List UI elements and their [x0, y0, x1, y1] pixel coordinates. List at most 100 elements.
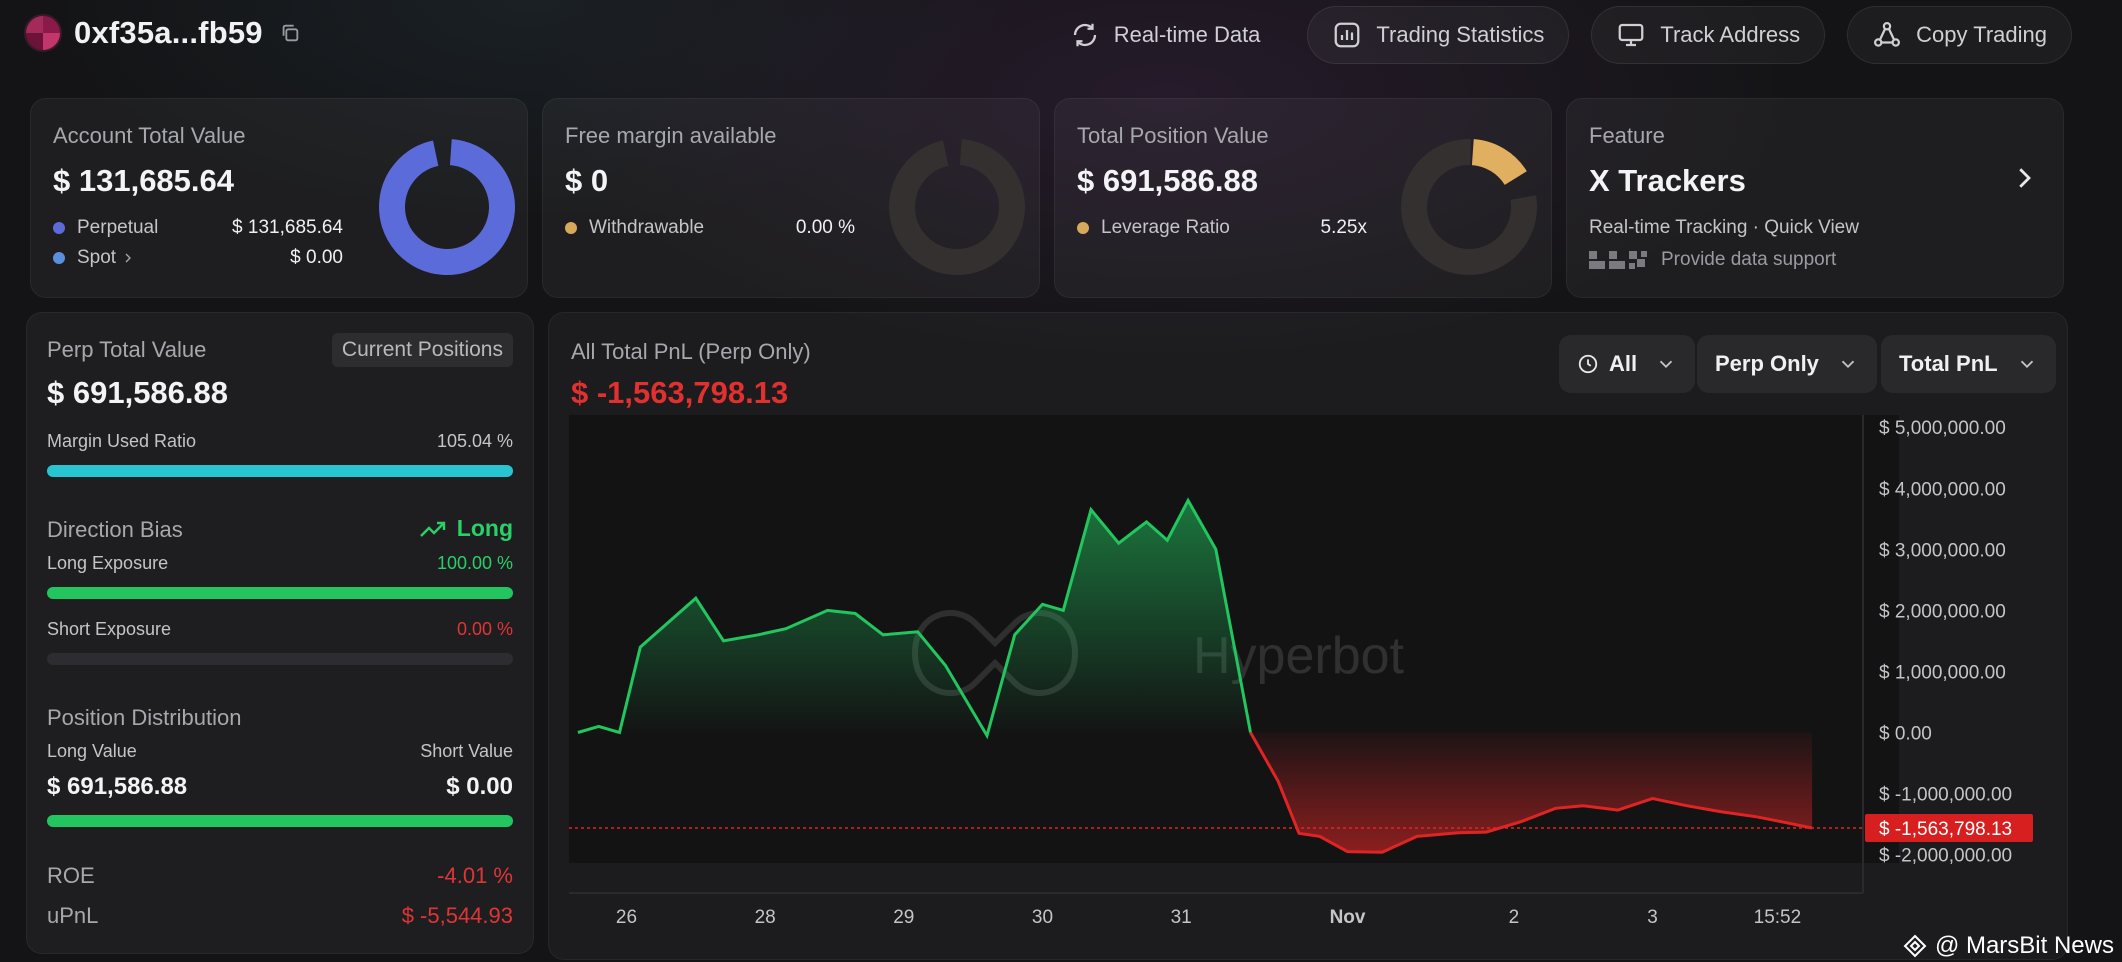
- y-tick-label: $ -1,000,000.00: [1879, 785, 2012, 806]
- row-value: $ 0.00: [290, 247, 343, 268]
- y-tick-label: $ 5,000,000.00: [1879, 418, 2006, 439]
- top-header: 0xf35a...fb59 Real-time Data Trading Sta…: [0, 0, 2122, 70]
- row-label: Leverage Ratio: [1101, 217, 1230, 238]
- avatar: [24, 14, 62, 52]
- chevron-right-icon: [125, 253, 132, 263]
- perp-total-value: $ 691,586.88: [47, 375, 229, 410]
- chart-title: All Total PnL (Perp Only): [571, 339, 811, 364]
- y-axis-labels: $ 5,000,000.00 $ 4,000,000.00 $ 3,000,000.…: [1865, 418, 2033, 867]
- x-tick-label: 30: [1032, 907, 1053, 928]
- withdrawable-row: Withdrawable 0.00 %: [565, 217, 855, 239]
- margin-used-bar: [47, 465, 513, 477]
- x-tick-label: Nov: [1330, 907, 1366, 928]
- margin-used-fill: [47, 465, 513, 477]
- y-tick-label: $ 3,000,000.00: [1879, 540, 2006, 561]
- margin-used-value: 105.04 %: [436, 431, 513, 451]
- y-tick-label: $ 2,000,000.00: [1879, 601, 2006, 622]
- nav-label: Real-time Data: [1113, 22, 1261, 47]
- long-exposure-value: 100.00 %: [436, 553, 513, 573]
- x-tick-label: 26: [616, 907, 637, 928]
- free-margin-card: Free margin available $ 0 Withdrawable 0…: [542, 98, 1040, 298]
- chart-marks: [569, 497, 1863, 854]
- legend-dot: [565, 222, 577, 234]
- position-distribution-label: Position Distribution: [47, 705, 242, 730]
- trending-up-icon: [419, 521, 445, 537]
- free-margin-value: $ 0: [565, 163, 609, 198]
- y-tick-label: $ 1,000,000.00: [1879, 662, 2006, 683]
- roe-value: -4.01 %: [437, 863, 513, 888]
- chevron-down-icon: [2020, 360, 2033, 369]
- negative-line: [1249, 731, 1813, 854]
- support-label: Provide data support: [1661, 249, 1837, 270]
- feature-title: X Trackers: [1589, 163, 1746, 198]
- nav-label: Trading Statistics: [1376, 22, 1545, 47]
- x-axis-labels: 26 28 29 30 31 Nov 2 3 15:52: [616, 907, 1801, 928]
- x-tick-label: 28: [755, 907, 776, 928]
- distribution-fill: [47, 815, 513, 827]
- margin-donut-chart: [889, 139, 1025, 275]
- x-tick-label: 29: [893, 907, 914, 928]
- y-tick-label: $ -2,000,000.00: [1879, 846, 2012, 867]
- footer-watermark: @ MarsBit News: [1903, 932, 2114, 960]
- leverage-row: Leverage Ratio 5.25x: [1077, 217, 1367, 239]
- upnl-label: uPnL: [47, 903, 99, 928]
- copy-trading-button[interactable]: Copy Trading: [1847, 6, 2072, 64]
- row-value: 5.25x: [1320, 217, 1367, 238]
- account-total-card: Account Total Value $ 131,685.64 Perpetu…: [30, 98, 528, 298]
- long-amount: $ 691,586.88: [47, 773, 188, 800]
- row-value: 0.00 %: [795, 217, 855, 238]
- real-time-data-button[interactable]: Real-time Data: [1045, 6, 1286, 64]
- pnl-chart-panel: All Total PnL (Perp Only) $ -1,563,798.1…: [548, 312, 2068, 960]
- perp-title: Perp Total Value: [47, 337, 207, 362]
- perp-summary-panel: Perp Total Value Current Positions $ 691…: [26, 312, 534, 954]
- diamond-logo-icon: [1903, 934, 1927, 958]
- partner-logo-icon: [1589, 251, 1647, 269]
- monitor-icon: [1618, 23, 1644, 47]
- time-range-dropdown[interactable]: All: [1559, 335, 1696, 393]
- upnl-value: $ -5,544.93: [401, 903, 513, 928]
- card-label: Feature: [1589, 123, 1665, 148]
- perpetual-row: Perpetual $ 131,685.64: [53, 217, 343, 239]
- chart-total-pnl: $ -1,563,798.13: [571, 375, 789, 410]
- card-label: Account Total Value: [53, 123, 246, 148]
- current-value-badge: [1865, 814, 2033, 843]
- network-icon: [1874, 22, 1901, 47]
- data-support-row: Provide data support: [1589, 249, 1836, 271]
- trading-statistics-button[interactable]: Trading Statistics: [1307, 6, 1570, 64]
- y-tick-label: $ 4,000,000.00: [1879, 479, 2006, 500]
- long-exposure-bar: [47, 587, 513, 599]
- feature-card[interactable]: Feature X Trackers Real-time Tracking · …: [1566, 98, 2064, 298]
- wallet-address-block: 0xf35a...fb59: [24, 14, 301, 52]
- x-tick-label: 3: [1647, 907, 1658, 928]
- short-exposure-label: Short Exposure: [47, 619, 172, 639]
- dropdown-value: Perp Only: [1715, 351, 1819, 376]
- stats-icon: [1335, 22, 1360, 48]
- row-label: Withdrawable: [589, 217, 705, 238]
- watermark-text: @ MarsBit News: [1934, 932, 2114, 959]
- metric-dropdown[interactable]: Total PnL: [1881, 335, 2056, 393]
- spot-row[interactable]: Spot $ 0.00: [53, 247, 343, 269]
- copy-icon[interactable]: [279, 22, 301, 44]
- current-positions-button[interactable]: Current Positions: [331, 333, 513, 367]
- header-nav: Real-time Data Trading Statistics Track …: [1045, 6, 2072, 64]
- feature-subtitle: Real-time Tracking · Quick View: [1589, 217, 1859, 238]
- distribution-bar: [47, 815, 513, 827]
- card-label: Free margin available: [565, 123, 777, 148]
- chevron-right-icon[interactable]: [2009, 163, 2039, 193]
- pnl-area-chart: Hyperbot $ 5,000,000.00$ 4,000,000.00$ 3…: [569, 415, 2033, 928]
- legend-dot: [1077, 222, 1089, 234]
- x-tick-label: 2: [1509, 907, 1520, 928]
- negative-area: [1250, 732, 1813, 853]
- row-value: $ 131,685.64: [232, 217, 343, 238]
- long-exposure-label: Long Exposure: [47, 553, 169, 573]
- scope-dropdown[interactable]: Perp Only: [1697, 335, 1877, 393]
- wallet-address: 0xf35a...fb59: [74, 15, 263, 50]
- long-exposure-fill: [47, 587, 513, 599]
- account-total-value: $ 131,685.64: [53, 163, 235, 198]
- short-exposure-bar: [47, 653, 513, 665]
- direction-bias-value: Long: [419, 515, 513, 542]
- card-label: Total Position Value: [1077, 123, 1269, 148]
- track-address-button[interactable]: Track Address: [1591, 6, 1826, 64]
- clock-icon: [1578, 354, 1598, 374]
- positive-line: [577, 497, 1252, 740]
